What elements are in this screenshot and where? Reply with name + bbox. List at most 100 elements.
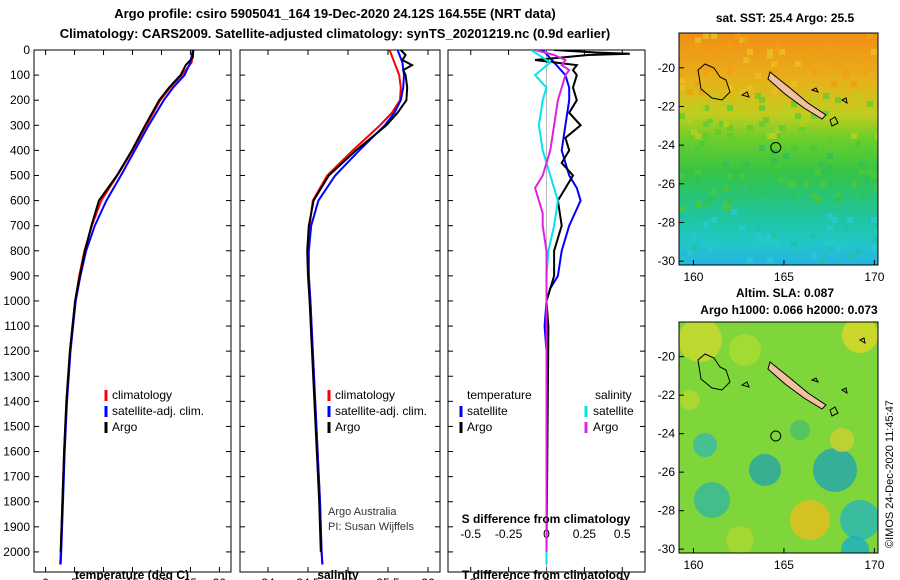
depth-tick-label: 900	[10, 269, 30, 283]
sst-map: sat. SST: 25.4 Argo: 25.5 160 165 170 -20 -2…	[658, 11, 885, 300]
salinity-legend-label: Argo	[335, 420, 361, 434]
sst-pixel	[691, 233, 697, 239]
sst-pixel	[771, 89, 777, 95]
depth-tick-label: 700	[10, 219, 30, 233]
sst-pixel	[827, 45, 833, 51]
sst-pixel	[815, 197, 821, 203]
sst-pixel	[743, 37, 749, 43]
sst-pixel	[687, 89, 693, 95]
sst-pixel	[711, 189, 717, 195]
map-ytick-label: -22	[658, 99, 676, 113]
sst-pixel	[867, 217, 873, 223]
sst-pixel	[875, 229, 878, 235]
sst-pixel	[703, 133, 709, 139]
sst-pixel	[819, 257, 825, 263]
sst-pixel	[823, 93, 829, 99]
sst-pixel	[823, 109, 829, 115]
difference-series-temperature-argo	[534, 50, 630, 552]
sst-pixel	[867, 149, 873, 155]
sla-anomaly-patch	[749, 454, 781, 486]
depth-tick-label: 200	[10, 93, 30, 107]
map-ytick-label: -26	[658, 177, 676, 191]
s-difference-tick-label: 0.5	[614, 527, 631, 541]
map-ytick-label: -28	[658, 215, 676, 229]
temperature-xtick-label: 5	[71, 576, 78, 580]
small-islands-outline	[740, 87, 848, 127]
depth-tick-label: 1000	[3, 294, 30, 308]
sst-pixel	[711, 49, 717, 55]
sst-pixel	[695, 45, 701, 51]
map-ytick-label: -30	[658, 542, 676, 556]
t-difference-xlabel: T difference from climatology	[462, 568, 630, 580]
salinity-xtick-label: 35	[341, 576, 355, 580]
sst-pixel	[791, 241, 797, 247]
sst-pixel	[835, 245, 841, 251]
chesterfield-reef-outline-2	[697, 353, 731, 391]
sla-map: Argo h1000: 0.066 h2000: 0.073 160 165 170…	[658, 303, 885, 572]
map-ytick-label: -24	[658, 138, 676, 152]
sst-pixel	[711, 217, 717, 223]
sst-pixel	[863, 69, 869, 75]
sst-pixel	[871, 49, 877, 55]
sla-anomaly-patch	[790, 500, 830, 540]
sst-pixel	[723, 161, 729, 167]
sst-pixel	[703, 121, 709, 127]
sst-pixel	[835, 197, 841, 203]
sst-pixel	[703, 201, 709, 207]
sst-pixel	[803, 181, 809, 187]
sst-pixel	[843, 69, 849, 75]
sst-pixel	[759, 97, 765, 103]
sst-pixel	[791, 193, 797, 199]
temperature-legend-label: climatology	[112, 388, 172, 402]
depth-tick-label: 1800	[3, 495, 30, 509]
sst-pixel	[695, 169, 701, 175]
map-xtick-label: 160	[683, 270, 703, 284]
sla-anomaly-patch	[790, 420, 810, 440]
sst-pixel	[767, 53, 773, 59]
sst-pixel	[875, 133, 878, 139]
small-islands-outline-2	[740, 337, 866, 417]
map-xtick-label: 170	[864, 270, 884, 284]
depth-tick-label: 1300	[3, 369, 30, 383]
difference-salinity-legend-label: Argo	[593, 420, 619, 434]
sst-pixel	[695, 177, 701, 183]
sst-pixel	[755, 73, 761, 79]
sst-pixel	[759, 121, 765, 127]
sst-pixel	[819, 209, 825, 215]
sst-pixel	[719, 121, 725, 127]
sst-pixel	[823, 169, 829, 175]
depth-tick-label: 2000	[3, 545, 30, 559]
depth-tick-label: 0	[23, 43, 30, 57]
temperature-xtick-label: 30	[213, 576, 227, 580]
sst-pixel	[695, 37, 701, 43]
sst-pixel	[703, 57, 709, 63]
sst-pixel	[843, 225, 849, 231]
difference-legend-title-left: temperature	[467, 388, 532, 402]
sst-pixel	[871, 217, 877, 223]
sst-pixel	[859, 193, 865, 199]
sla-anomaly-patch	[729, 334, 761, 366]
sst-pixel	[723, 205, 729, 211]
sst-pixel	[815, 169, 821, 175]
sst-pixel	[679, 85, 685, 91]
depth-tick-label: 1900	[3, 520, 30, 534]
salinity-xlabel: salinity	[317, 568, 359, 580]
sst-pixel	[807, 49, 813, 55]
sst-pixel	[679, 257, 685, 263]
depth-tick-label: 500	[10, 168, 30, 182]
sst-pixel	[795, 61, 801, 67]
sst-pixel	[835, 109, 841, 115]
credit-line-2: PI: Susan Wijffels	[328, 521, 414, 533]
sst-pixel	[775, 129, 781, 135]
sst-pixel	[767, 49, 773, 55]
new-caledonia-island-2	[767, 361, 827, 410]
sst-pixel	[747, 257, 753, 263]
sst-pixel	[727, 105, 733, 111]
sla-anomaly-patch	[679, 322, 722, 362]
sst-pixel	[859, 53, 865, 59]
sla-anomaly-patch	[840, 500, 878, 540]
sla-anomaly-patch	[680, 390, 700, 410]
map-xtick-label: 170	[864, 558, 884, 572]
sst-pixel	[687, 117, 693, 123]
